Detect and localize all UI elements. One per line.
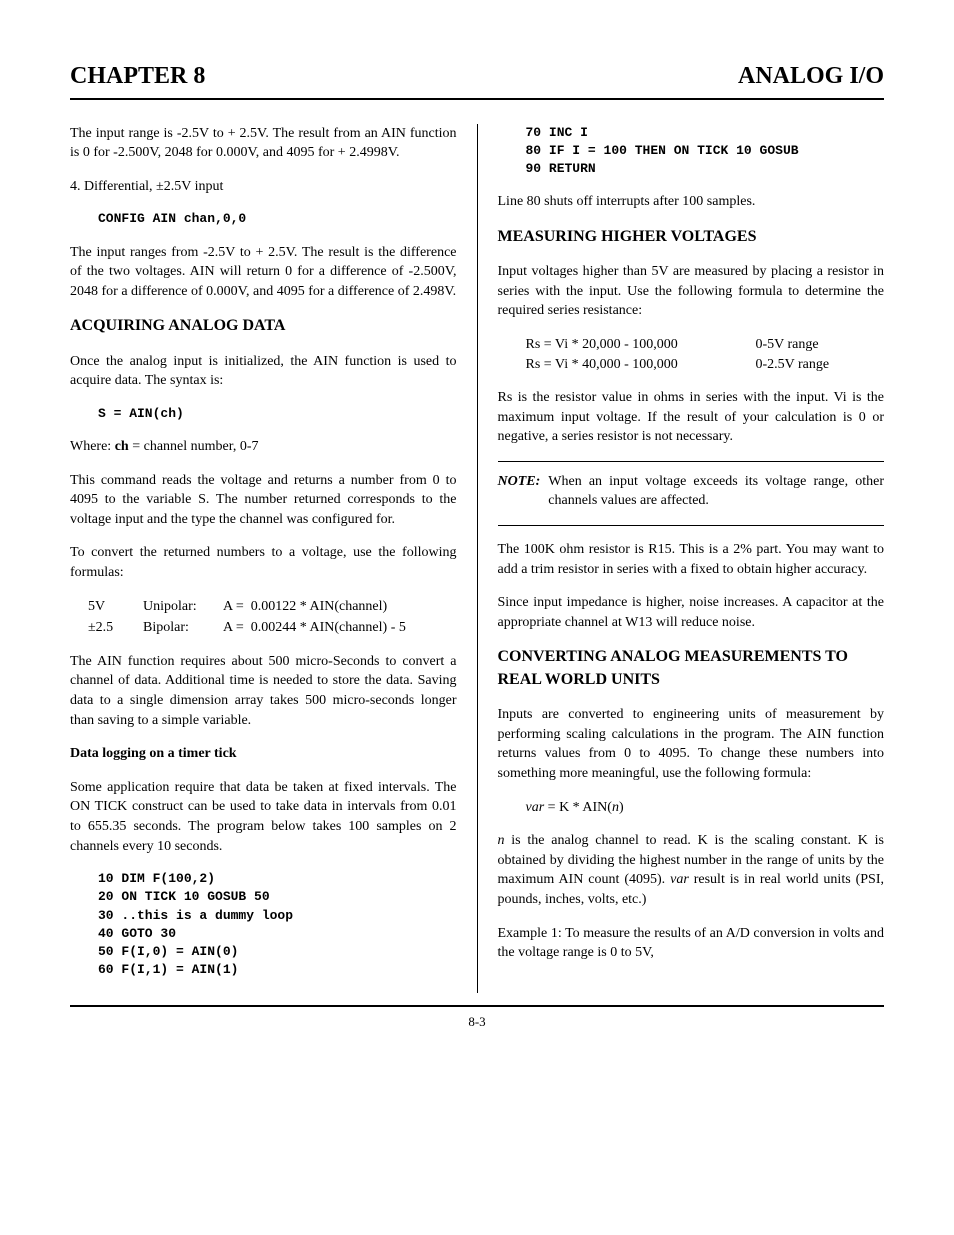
var-formula: var = K * AIN(n) xyxy=(498,798,885,818)
page-header: CHAPTER 8 ANALOG I/O xyxy=(70,60,884,100)
left-column: The input range is -2.5V to + 2.5V. The … xyxy=(70,124,477,994)
inline-var: n xyxy=(498,833,505,848)
where-prefix: Where: xyxy=(70,439,115,454)
formula-col: ±2.5 xyxy=(88,618,143,638)
chapter-title: CHAPTER 8 xyxy=(70,60,205,94)
rs-range: 0-5V range xyxy=(756,335,819,355)
where-line: Where: ch = channel number, 0-7 xyxy=(70,437,457,457)
rs-formula-block: Rs = Vi * 20,000 - 100,000 0-5V range Rs… xyxy=(498,335,885,374)
body-text: The input ranges from -2.5V to + 2.5V. T… xyxy=(70,243,457,302)
section-heading: CONVERTING ANALOG MEASUREMENTS TO REAL W… xyxy=(498,646,885,691)
code-block: S = AIN(ch) xyxy=(70,405,457,423)
body-text: n is the analog channel to read. K is th… xyxy=(498,831,885,909)
formula-n: n xyxy=(612,800,619,815)
code-block: 10 DIM F(100,2) 20 ON TICK 10 GOSUB 50 3… xyxy=(70,870,457,979)
where-var: ch xyxy=(115,439,129,454)
body-text: Example 1: To measure the results of an … xyxy=(498,924,885,963)
code-block: 70 INC I 80 IF I = 100 THEN ON TICK 10 G… xyxy=(498,124,885,179)
formula-col: Bipolar: xyxy=(143,618,223,638)
section-heading: ACQUIRING ANALOG DATA xyxy=(70,315,457,337)
body-text: Some application require that data be ta… xyxy=(70,778,457,856)
note-block: NOTE: When an input voltage exceeds its … xyxy=(498,461,885,526)
sub-heading: Data logging on a timer tick xyxy=(70,744,457,764)
body-text: Once the analog input is initialized, th… xyxy=(70,352,457,391)
formula-col: A = 0.00122 * AIN(channel) xyxy=(223,597,387,617)
page-footer: 8-3 xyxy=(70,1005,884,1031)
formula-mid: = K * AIN( xyxy=(544,800,612,815)
body-text: The AIN function requires about 500 micr… xyxy=(70,652,457,730)
body-text: The 100K ohm resistor is R15. This is a … xyxy=(498,540,885,579)
where-rest: = channel number, 0-7 xyxy=(129,439,259,454)
body-text: This command reads the voltage and retur… xyxy=(70,471,457,530)
formula-row: 5V Unipolar: A = 0.00122 * AIN(channel) xyxy=(88,597,457,617)
body-text: 4. Differential, ±2.5V input xyxy=(70,177,457,197)
body-text: To convert the returned numbers to a vol… xyxy=(70,543,457,582)
rs-range: 0-2.5V range xyxy=(756,355,830,375)
rs-formula: Rs = Vi * 20,000 - 100,000 xyxy=(526,335,756,355)
body-text: Rs is the resistor value in ohms in seri… xyxy=(498,388,885,447)
formula-end: ) xyxy=(619,800,624,815)
note-body: When an input voltage exceeds its voltag… xyxy=(548,472,884,511)
body-text: The input range is -2.5V to + 2.5V. The … xyxy=(70,124,457,163)
formula-var: var xyxy=(526,800,545,815)
body-text: Inputs are converted to engineering unit… xyxy=(498,705,885,783)
inline-var: var xyxy=(670,872,689,887)
code-block: CONFIG AIN chan,0,0 xyxy=(70,210,457,228)
formula-col: 5V xyxy=(88,597,143,617)
formula-table: 5V Unipolar: A = 0.00122 * AIN(channel) … xyxy=(70,597,457,638)
note-label: NOTE: xyxy=(498,472,549,511)
formula-col: A = 0.00244 * AIN(channel) - 5 xyxy=(223,618,406,638)
page-number: 8-3 xyxy=(468,1014,485,1029)
formula-col: Unipolar: xyxy=(143,597,223,617)
rs-row: Rs = Vi * 20,000 - 100,000 0-5V range xyxy=(498,335,885,355)
body-text: Since input impedance is higher, noise i… xyxy=(498,593,885,632)
body-text: Input voltages higher than 5V are measur… xyxy=(498,262,885,321)
rs-row: Rs = Vi * 40,000 - 100,000 0-2.5V range xyxy=(498,355,885,375)
body-text: Line 80 shuts off interrupts after 100 s… xyxy=(498,192,885,212)
content-columns: The input range is -2.5V to + 2.5V. The … xyxy=(70,124,884,994)
right-column: 70 INC I 80 IF I = 100 THEN ON TICK 10 G… xyxy=(477,124,885,994)
rs-formula: Rs = Vi * 40,000 - 100,000 xyxy=(526,355,756,375)
section-title: ANALOG I/O xyxy=(738,60,884,94)
formula-row: ±2.5 Bipolar: A = 0.00244 * AIN(channel)… xyxy=(88,618,457,638)
section-heading: MEASURING HIGHER VOLTAGES xyxy=(498,226,885,248)
